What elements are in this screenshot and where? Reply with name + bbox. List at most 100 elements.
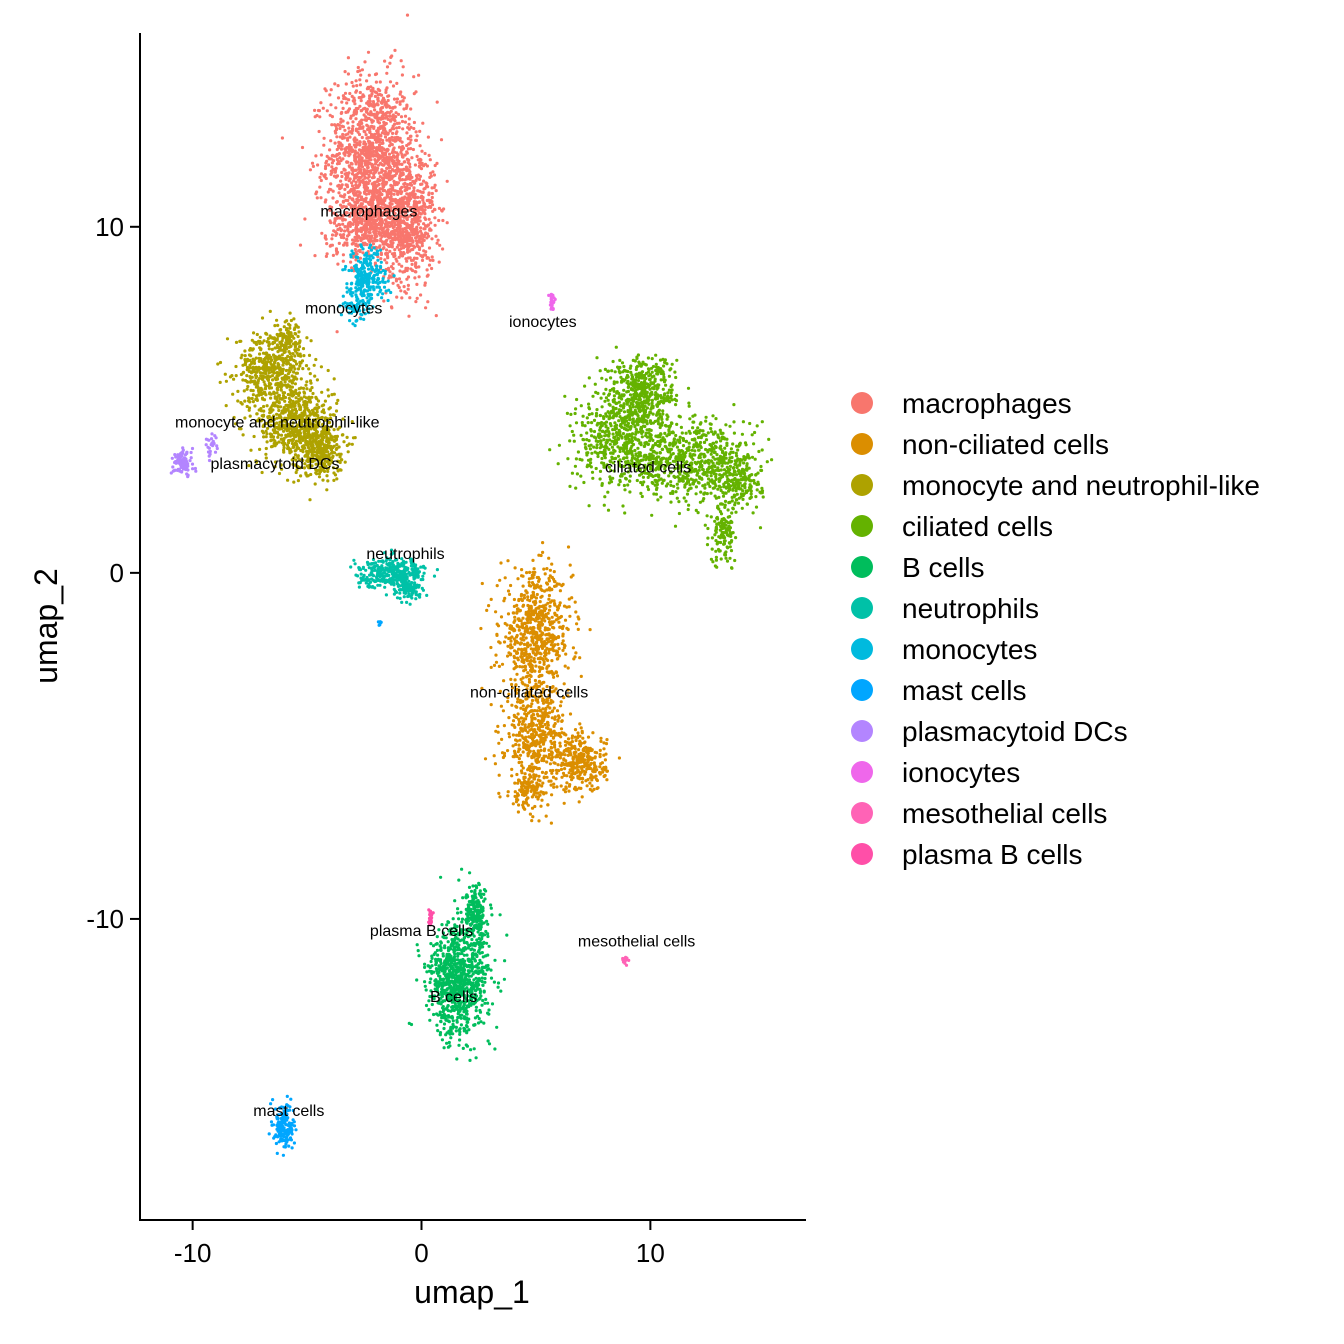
point	[350, 266, 354, 270]
point	[269, 438, 273, 442]
point	[580, 780, 584, 784]
point	[503, 621, 507, 626]
point	[290, 357, 294, 361]
point	[363, 145, 367, 149]
point	[412, 75, 416, 79]
point	[513, 566, 517, 570]
point	[492, 663, 497, 668]
point	[598, 765, 602, 769]
point	[539, 595, 543, 599]
point	[549, 739, 553, 744]
point	[545, 775, 549, 779]
point	[284, 356, 288, 360]
point	[336, 184, 340, 188]
point	[382, 120, 386, 124]
point	[395, 136, 399, 141]
point	[353, 235, 357, 239]
point	[526, 704, 530, 708]
point	[558, 756, 563, 760]
point	[532, 657, 536, 661]
point	[334, 106, 338, 110]
point	[399, 150, 403, 154]
point	[308, 372, 312, 376]
point	[354, 90, 358, 94]
point	[369, 198, 373, 202]
point	[395, 126, 399, 130]
point	[345, 175, 349, 179]
point	[401, 243, 405, 248]
point	[333, 217, 337, 221]
point	[506, 589, 511, 593]
point	[347, 154, 351, 158]
point	[520, 598, 525, 603]
point	[414, 178, 418, 182]
point	[276, 366, 280, 370]
point	[541, 541, 545, 545]
point	[393, 119, 397, 123]
point	[345, 101, 349, 105]
point	[382, 128, 386, 132]
point	[386, 175, 390, 179]
point	[532, 567, 536, 571]
point	[415, 154, 419, 158]
point	[530, 698, 535, 703]
point	[592, 761, 596, 765]
point	[294, 396, 298, 400]
point	[527, 680, 532, 684]
point	[275, 318, 279, 322]
point	[575, 622, 579, 626]
point	[251, 347, 255, 351]
point	[421, 121, 425, 125]
point	[432, 173, 436, 177]
point	[534, 596, 539, 600]
point	[494, 729, 498, 733]
point	[506, 644, 510, 648]
point	[322, 143, 326, 147]
point	[327, 407, 331, 411]
point	[354, 243, 358, 247]
point	[353, 210, 357, 214]
point	[391, 266, 395, 271]
point	[420, 241, 424, 245]
point	[415, 296, 419, 300]
point	[390, 236, 394, 240]
point	[517, 723, 521, 727]
point	[343, 225, 347, 229]
point	[375, 238, 379, 243]
point	[424, 217, 428, 221]
point	[397, 277, 402, 281]
point	[234, 364, 238, 369]
point	[550, 588, 554, 592]
point	[349, 187, 353, 191]
point	[533, 790, 537, 794]
point	[390, 143, 394, 147]
point	[525, 571, 529, 575]
point	[387, 152, 392, 156]
point	[366, 50, 371, 54]
point	[431, 170, 435, 174]
point	[335, 330, 339, 334]
point	[524, 706, 528, 711]
point	[353, 139, 357, 144]
point	[373, 189, 378, 193]
point	[400, 205, 404, 209]
point	[364, 133, 368, 137]
point	[346, 110, 350, 114]
point	[381, 163, 385, 167]
point	[378, 80, 382, 84]
point	[400, 199, 404, 203]
point	[524, 728, 528, 732]
point	[511, 611, 515, 615]
point	[530, 595, 534, 599]
point	[558, 741, 562, 745]
point	[223, 372, 227, 376]
point	[317, 109, 321, 113]
point	[554, 777, 558, 781]
point	[290, 364, 294, 368]
point	[533, 602, 537, 607]
point	[489, 645, 493, 650]
point	[254, 356, 258, 360]
point	[525, 687, 529, 691]
point	[552, 599, 556, 603]
point	[417, 265, 421, 269]
